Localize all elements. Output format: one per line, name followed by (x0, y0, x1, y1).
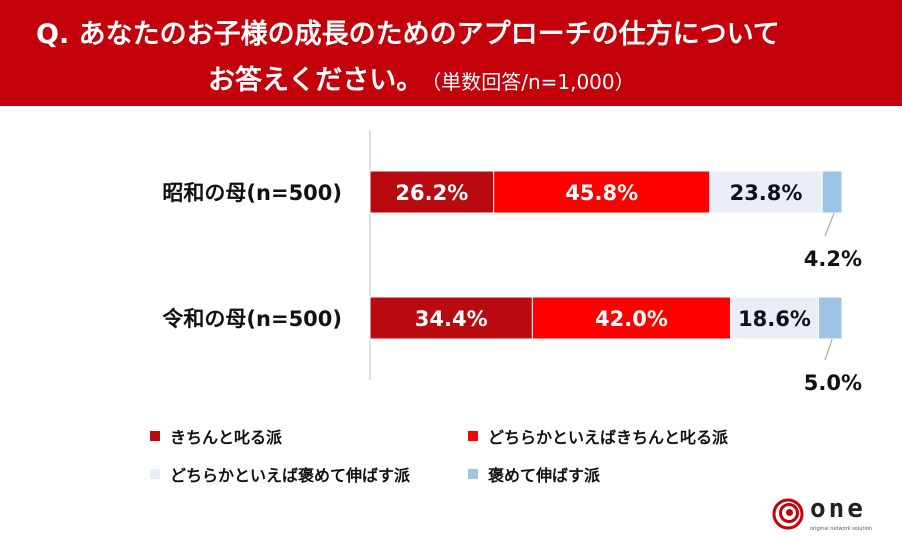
question-line-1: Q. あなたのお子様の成長のためのアプローチの仕方について (36, 19, 780, 50)
bar-segment (709, 170, 823, 214)
data-label: 18.6% (738, 307, 811, 331)
question-line-2-text: お答えください。 (208, 65, 424, 96)
category-label: 令和の母(n=500) (162, 307, 342, 331)
bar-segment (817, 296, 843, 340)
legend-swatch-4 (468, 469, 478, 479)
logo-wordmark: one (810, 494, 866, 524)
legend-item-1: きちんと叱る派 (150, 424, 282, 448)
bar-segment (821, 170, 843, 214)
data-label: 4.2% (804, 247, 862, 271)
legend-swatch-3 (150, 469, 160, 479)
legend-label-3: どちらかといえば褒めて伸ばす派 (170, 466, 411, 485)
data-label: 23.8% (730, 181, 803, 205)
legend-item-3: どちらかといえば褒めて伸ばす派 (150, 462, 410, 486)
legend-item-4: 褒めて伸ばす派 (468, 462, 600, 486)
bar-segment (730, 296, 819, 340)
leader-line (824, 338, 833, 361)
leader-line (824, 212, 835, 237)
question-header: Q. あなたのお子様の成長のためのアプローチの仕方について お答えください。 （単… (0, 0, 902, 106)
legend-swatch-1 (150, 431, 160, 441)
sample-size-note: （単数回答/n=1,000） (431, 70, 635, 94)
logo-tagline: original network solution (810, 526, 872, 532)
data-label: 34.4% (415, 307, 488, 331)
legend-label-1: きちんと叱る派 (170, 428, 283, 447)
company-logo: one original network solution (772, 494, 884, 536)
legend-swatch-2 (468, 431, 478, 441)
legend-label-2: どちらかといえばきちんと叱る派 (488, 428, 729, 447)
bar-segment (493, 170, 711, 214)
category-label: 昭和の母(n=500) (162, 181, 342, 205)
data-label: 5.0% (804, 371, 862, 395)
data-label: 45.8% (565, 181, 638, 205)
spiral-logo-icon (772, 498, 804, 530)
legend-item-2: どちらかといえばきちんと叱る派 (468, 424, 728, 448)
question-line-2: お答えください。 （単数回答/n=1,000） (208, 58, 635, 97)
data-label: 42.0% (595, 307, 668, 331)
data-label: 26.2% (395, 181, 468, 205)
stacked-bar-chart: 昭和の母(n=500) 26.2% 45.8% 23.8% 4.2% 令和の母(n=500… (162, 130, 862, 395)
legend-label-4: 褒めて伸ばす派 (488, 466, 601, 485)
